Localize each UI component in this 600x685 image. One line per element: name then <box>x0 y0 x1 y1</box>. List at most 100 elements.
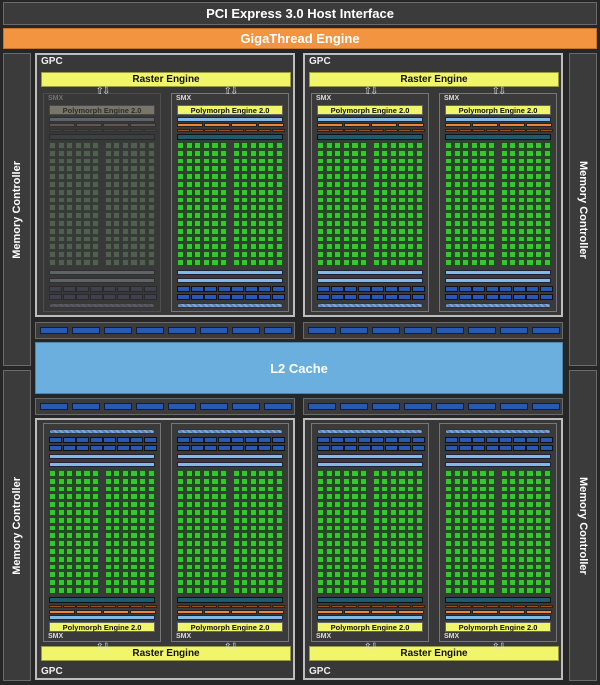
cuda-core <box>130 477 138 485</box>
cuda-core <box>267 563 275 571</box>
cuda-core <box>445 173 453 180</box>
cuda-core <box>66 251 74 258</box>
cuda-core <box>220 157 228 165</box>
cuda-core <box>325 470 333 477</box>
cuda-core <box>275 571 283 579</box>
cuda-core <box>535 470 543 477</box>
cuda-core <box>389 493 397 501</box>
cuda-core <box>220 493 228 501</box>
texture-unit <box>143 437 157 443</box>
cuda-core <box>500 524 508 532</box>
texture-unit <box>49 437 62 443</box>
texture-unit <box>143 294 157 300</box>
cuda-core <box>334 243 342 251</box>
dispatch-segment <box>62 129 76 132</box>
cuda-core <box>500 548 508 555</box>
cuda-core <box>500 555 508 563</box>
bus-segment <box>372 327 400 334</box>
cuda-core <box>267 524 275 532</box>
cuda-core <box>500 212 508 219</box>
cuda-core <box>389 259 397 266</box>
texture-unit <box>317 445 330 451</box>
cuda-core <box>526 470 534 477</box>
cuda-core <box>342 243 350 251</box>
cuda-core <box>130 579 138 586</box>
cuda-core <box>66 220 74 227</box>
cuda-core <box>83 555 91 563</box>
cuda-core <box>113 571 121 579</box>
cuda-core <box>104 181 112 188</box>
cuda-core <box>220 173 228 180</box>
cuda-core <box>381 220 389 227</box>
cuda-core <box>334 142 342 149</box>
cuda-core <box>517 212 525 219</box>
cuda-core <box>202 532 210 540</box>
cuda-core <box>351 555 359 563</box>
cuda-core <box>342 173 350 180</box>
cuda-core <box>220 188 228 196</box>
cuda-core <box>49 220 57 227</box>
scheduler-segment <box>49 610 75 614</box>
cuda-core <box>275 563 283 571</box>
cuda-core <box>351 509 359 516</box>
cuda-core <box>267 555 275 563</box>
cuda-core <box>66 142 74 149</box>
texture-unit <box>217 437 231 443</box>
cuda-core <box>360 485 368 493</box>
cuda-core <box>517 188 525 196</box>
cuda-core <box>49 470 57 477</box>
cuda-core <box>470 532 478 540</box>
cuda-core <box>177 516 185 524</box>
cuda-core <box>453 540 461 547</box>
cuda-core <box>92 149 100 157</box>
cuda-core <box>488 485 496 493</box>
scheduler-segment <box>49 123 75 127</box>
cuda-core <box>220 548 228 555</box>
cuda-core <box>509 142 517 149</box>
cuda-core <box>445 516 453 524</box>
cuda-core <box>360 220 368 227</box>
cuda-core <box>342 571 350 579</box>
cuda-core <box>139 477 147 485</box>
cuda-core <box>325 540 333 547</box>
cuda-core <box>147 165 155 173</box>
cuda-core <box>104 149 112 157</box>
cuda-core <box>113 142 121 149</box>
register-file-bar <box>445 117 551 122</box>
cuda-core <box>543 149 551 157</box>
cuda-core <box>325 188 333 196</box>
cuda-core <box>445 532 453 540</box>
cuda-core <box>83 579 91 586</box>
cuda-core <box>57 501 65 508</box>
cuda-core <box>74 501 82 508</box>
cuda-core <box>113 173 121 180</box>
texture-unit <box>512 445 526 451</box>
cuda-core <box>509 571 517 579</box>
cuda-core <box>407 548 415 555</box>
cuda-core <box>360 532 368 540</box>
cuda-core <box>83 587 91 594</box>
data-flow-arrows-icon: ⇧⇩ <box>95 86 111 97</box>
cuda-core <box>267 235 275 243</box>
cuda-core <box>194 524 202 532</box>
cuda-core <box>407 212 415 219</box>
texture-unit <box>539 445 553 451</box>
texture-unit <box>231 294 244 300</box>
cuda-core <box>415 212 423 219</box>
cuda-core <box>232 516 240 524</box>
cuda-core <box>334 493 342 501</box>
cuda-core <box>121 509 129 516</box>
cuda-core <box>220 532 228 540</box>
cuda-core <box>147 509 155 516</box>
cuda-core <box>258 532 266 540</box>
cuda-core <box>83 142 91 149</box>
texture-unit <box>485 294 499 300</box>
texture-unit <box>458 445 472 451</box>
cuda-core <box>360 165 368 173</box>
cuda-core <box>275 579 283 586</box>
texture-unit <box>190 286 204 292</box>
cuda-core <box>66 493 74 501</box>
cuda-core <box>381 173 389 180</box>
dispatch-segment <box>411 605 425 608</box>
cuda-core <box>535 524 543 532</box>
